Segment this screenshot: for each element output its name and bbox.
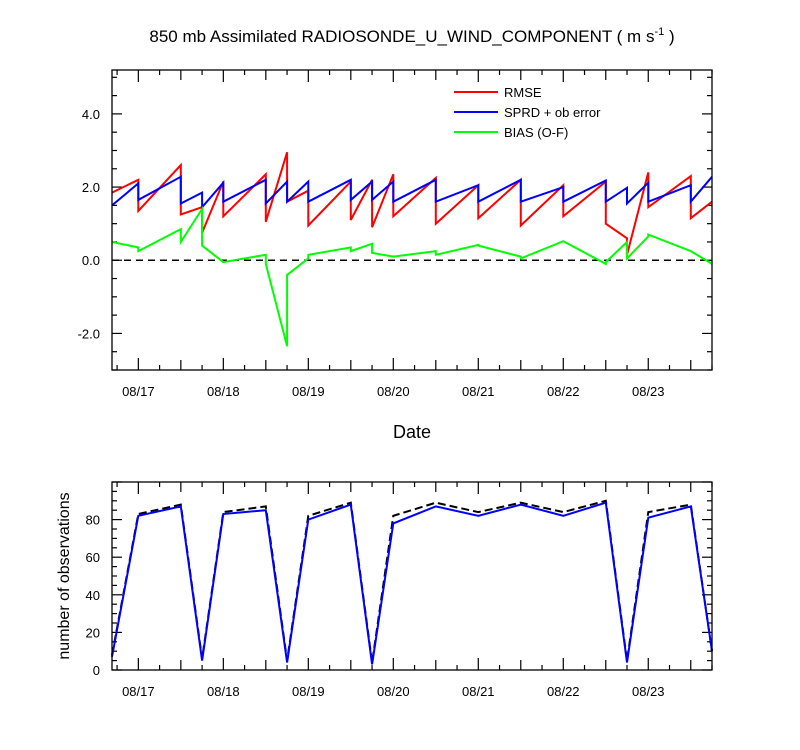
y-tick-label: 0.0 xyxy=(82,253,100,268)
chart-title-main: 850 mb Assimilated RADIOSONDE_U_WIND_COM… xyxy=(149,27,654,46)
x-tick-label: 08/18 xyxy=(207,384,240,399)
x-tick-label: 08/23 xyxy=(632,684,665,699)
series-line-used xyxy=(111,501,713,665)
x-tick-label: 08/19 xyxy=(292,384,325,399)
bottom-series xyxy=(111,499,713,665)
chart-title-end: ) xyxy=(664,27,674,46)
y-tick-label: -2.0 xyxy=(78,326,100,341)
x-axis-label: Date xyxy=(393,422,431,442)
legend-label: SPRD + ob error xyxy=(504,105,601,120)
legend-label: RMSE xyxy=(504,85,542,100)
legend: RMSE SPRD + ob error BIAS (O-F) xyxy=(454,85,601,140)
y-tick-label: 60 xyxy=(86,550,100,565)
top-plot-frame xyxy=(111,69,713,371)
series-line-possible xyxy=(111,499,713,663)
y-tick-label: 0 xyxy=(93,663,100,678)
bottom-plot-frame xyxy=(111,481,713,671)
x-tick-label: 08/21 xyxy=(462,684,495,699)
legend-label: BIAS (O-F) xyxy=(504,125,568,140)
bottom-ticks: 08/17 08/18 08/19 08/20 08/21 08/22 08/23 0 20 40… xyxy=(86,481,713,699)
x-tick-label: 08/19 xyxy=(292,684,325,699)
bottom-chart: 08/17 08/18 08/19 08/20 08/21 08/22 08/23 0 20 40… xyxy=(56,481,713,699)
y-tick-label: 2.0 xyxy=(82,180,100,195)
series-line-sprd-ob-error xyxy=(111,175,713,210)
top-chart: 850 mb Assimilated RADIOSONDE_U_WIND_COM… xyxy=(78,26,713,442)
y-tick-label: 20 xyxy=(86,625,100,640)
y-axis-label: number of observations xyxy=(56,492,73,659)
chart-title-superscript: -1 xyxy=(654,26,664,38)
x-tick-label: 08/20 xyxy=(377,684,410,699)
top-series xyxy=(111,152,713,347)
x-tick-label: 08/20 xyxy=(377,384,410,399)
x-tick-label: 08/21 xyxy=(462,384,495,399)
y-tick-label: 4.0 xyxy=(82,107,100,122)
series-line-rmse xyxy=(111,152,713,256)
top-ticks: 08/17 08/18 08/19 08/20 08/21 08/22 08/23 -2.0 0… xyxy=(78,70,713,399)
x-tick-label: 08/17 xyxy=(122,684,155,699)
series-line-bias-o-f xyxy=(111,205,713,347)
x-tick-label: 08/23 xyxy=(632,384,665,399)
x-tick-label: 08/22 xyxy=(547,684,580,699)
y-tick-label: 40 xyxy=(86,588,100,603)
x-tick-label: 08/17 xyxy=(122,384,155,399)
x-tick-label: 08/18 xyxy=(207,684,240,699)
y-tick-label: 80 xyxy=(86,513,100,528)
x-tick-label: 08/22 xyxy=(547,384,580,399)
chart-title: 850 mb Assimilated RADIOSONDE_U_WIND_COM… xyxy=(149,26,674,46)
